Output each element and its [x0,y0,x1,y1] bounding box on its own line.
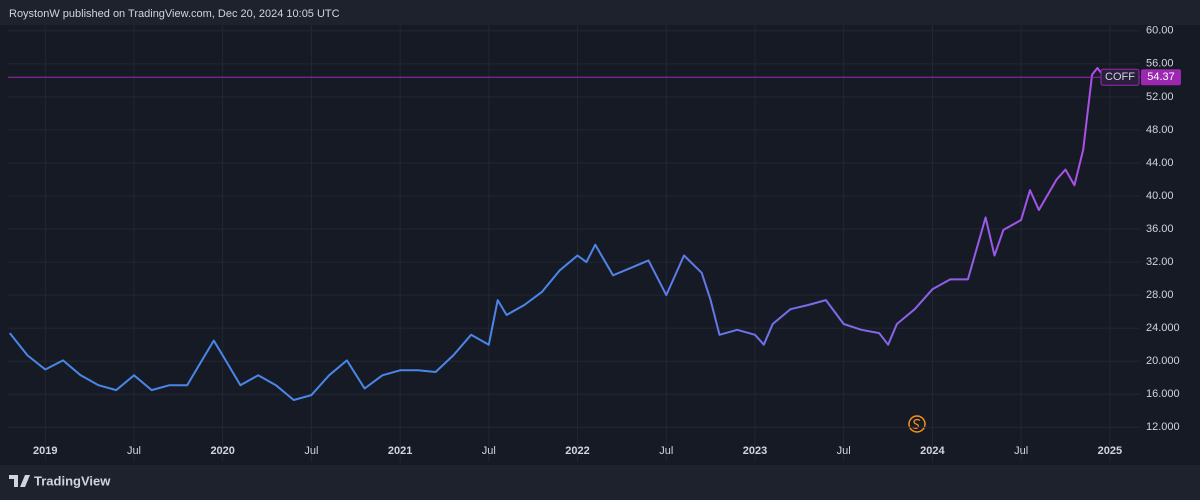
x-tick-label: 2019 [33,445,57,457]
publish-info: RoystonW published on TradingView.com, D… [9,8,340,20]
x-tick-label: Jul [659,445,673,457]
y-tick-label: 44.00 [1146,157,1174,169]
x-tick-label: 2021 [388,445,412,457]
y-tick-label: 32.00 [1146,256,1174,268]
y-tick-label: 20.000 [1146,355,1180,367]
y-tick-label: 48.00 [1146,124,1174,136]
y-tick-label: 36.00 [1146,223,1174,235]
x-tick-label: Jul [837,445,851,457]
x-tick-label: 2020 [210,445,234,457]
y-tick-label: 24.000 [1146,322,1180,334]
x-tick-label: Jul [482,445,496,457]
price-line [9,67,1106,401]
x-tick-label: Jul [304,445,318,457]
price-tag [1141,69,1181,86]
footer-bar [0,465,1200,500]
x-tick-label: 2024 [920,445,945,457]
y-tick-label: 40.00 [1146,190,1174,202]
x-tick-label: Jul [127,445,141,457]
series-name: COFF [1105,71,1135,83]
plot-background [0,25,1200,465]
y-tick-label: 16.000 [1146,388,1180,400]
x-tick-label: 2022 [565,445,589,457]
header-bar [0,0,1200,25]
y-tick-label: 52.00 [1146,91,1174,103]
x-tick-label: 2023 [743,445,767,457]
y-tick-label: 28.00 [1146,289,1174,301]
y-tick-label: 12.000 [1146,421,1180,433]
price-tag-label: 54.37 [1147,71,1175,83]
x-tick-label: Jul [1014,445,1028,457]
tradingview-logo [9,475,30,487]
y-tick-label: 56.00 [1146,58,1174,70]
y-tick-label: 60.00 [1146,25,1174,37]
dividend-marker [908,415,926,433]
brand: TradingView [34,473,111,488]
x-tick-label: 2025 [1098,445,1122,457]
series-tag [1100,68,1140,86]
